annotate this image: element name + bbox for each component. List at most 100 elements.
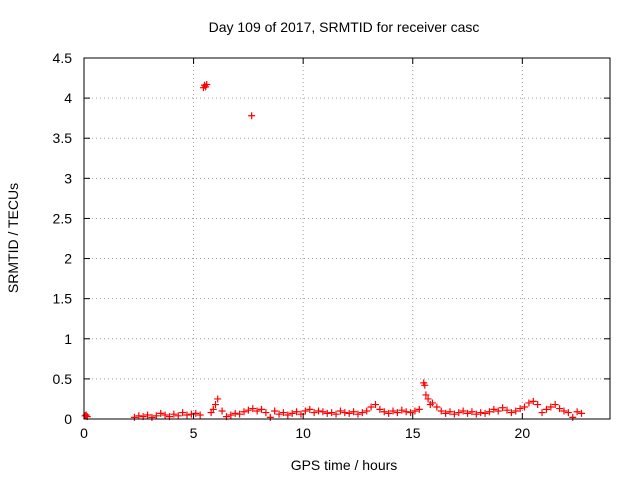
data-point [542, 405, 550, 413]
x-tick-label: 20 [515, 425, 531, 441]
data-point [170, 410, 178, 418]
data-point [262, 409, 270, 417]
data-point [551, 401, 559, 409]
y-axis-label: SRMTID / TECUs [5, 183, 21, 293]
data-point [424, 395, 432, 403]
data-point [389, 407, 397, 415]
data-point [203, 80, 211, 88]
data-point [494, 407, 502, 415]
data-point [499, 404, 507, 412]
data-point [490, 405, 498, 413]
data-point [481, 409, 489, 417]
grid [84, 58, 610, 419]
data-point [573, 408, 581, 416]
data-point [157, 409, 165, 417]
y-tick-label: 3 [64, 170, 72, 186]
data-point [275, 410, 283, 418]
data-point [214, 395, 222, 403]
data-point [450, 410, 458, 418]
data-point [428, 399, 436, 407]
data-point [363, 407, 371, 415]
data-point [271, 407, 279, 415]
y-tick-label: 1.5 [53, 291, 73, 307]
data-point [398, 406, 406, 414]
x-tick-label: 15 [405, 425, 421, 441]
y-tick-label: 0.5 [53, 371, 73, 387]
data-point [130, 413, 138, 421]
data-point [564, 409, 572, 417]
data-point [516, 405, 524, 413]
data-point [323, 409, 331, 417]
data-point [301, 407, 309, 415]
x-tick-label: 0 [80, 425, 88, 441]
data-point [354, 410, 362, 418]
data-point [253, 407, 261, 415]
data-point [437, 407, 445, 415]
data-point [560, 407, 568, 415]
data-point [144, 411, 152, 419]
data-point [212, 401, 219, 409]
x-tick-label: 10 [295, 425, 311, 441]
data-point [433, 403, 441, 411]
data-point [244, 406, 252, 414]
data-point [161, 411, 169, 419]
x-tick-labels: 0 5 10 15 20 [80, 425, 530, 441]
chart-title: Day 109 of 2017, SRMTID for receiver cas… [209, 19, 480, 35]
data-point [578, 409, 586, 417]
data-point [380, 408, 388, 416]
data-point [345, 409, 353, 417]
data-point [179, 409, 187, 417]
data-point [529, 397, 537, 405]
data-point [503, 406, 511, 414]
data-point [236, 410, 244, 418]
data-point [358, 409, 366, 417]
data-point [485, 408, 493, 416]
data-point [328, 409, 336, 417]
data-point [477, 409, 485, 417]
data-point [464, 409, 472, 417]
x-axis-label: GPS time / hours [291, 457, 398, 473]
y-tick-labels: 0 0.5 1 1.5 2 2.5 3 3.5 4 4.5 [53, 50, 73, 427]
data-point [310, 409, 318, 417]
data-point [148, 413, 156, 421]
y-tick-label: 0 [64, 411, 72, 427]
data-point [442, 409, 450, 417]
y-tick-label: 2 [64, 251, 72, 267]
data-point [248, 112, 256, 120]
axis-ticks [83, 57, 610, 420]
data-point [336, 407, 344, 415]
data-point [227, 411, 235, 419]
data-point [393, 409, 401, 417]
y-tick-label: 4 [64, 90, 72, 106]
data-point [376, 405, 384, 413]
data-point [385, 409, 393, 417]
data-point [174, 412, 182, 420]
data-point [266, 413, 274, 421]
data-point [422, 391, 430, 399]
data-point [556, 405, 564, 413]
data-point [249, 405, 257, 413]
data-point [402, 408, 410, 416]
data-point [407, 409, 415, 417]
data-point [240, 408, 248, 416]
data-point [459, 407, 467, 415]
data-point [209, 405, 217, 413]
data-point [258, 405, 266, 413]
y-tick-label: 2.5 [53, 210, 73, 226]
data-point [284, 411, 292, 419]
data-point [534, 401, 542, 409]
data-point [455, 409, 463, 417]
data-point [367, 403, 375, 411]
y-tick-label: 3.5 [53, 130, 73, 146]
data-point [371, 401, 379, 409]
data-point [472, 410, 480, 418]
data-point [231, 409, 239, 417]
data-point [350, 408, 358, 416]
data-point [218, 407, 226, 415]
data-point [332, 410, 340, 418]
plot-frame [83, 57, 611, 420]
data-point [196, 411, 204, 419]
data-point [446, 408, 454, 416]
data-point [525, 399, 533, 407]
